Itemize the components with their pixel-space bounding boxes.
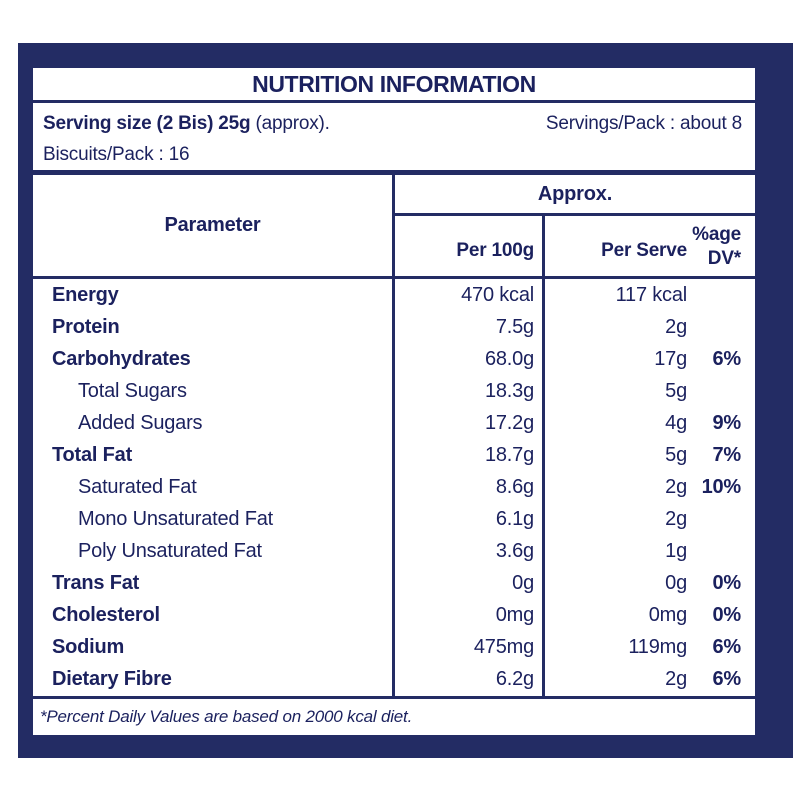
table-header: Parameter Approx. Per 100g Per Serve %ag… <box>33 175 755 279</box>
table-row: Carbohydrates 68.0g 17g 6% <box>33 343 755 376</box>
row-label: Trans Fat <box>33 567 395 600</box>
row-per-serve-value: 0mg <box>648 604 688 627</box>
row-pct-dv-value: 0% <box>712 572 741 595</box>
row-per-100g-value: 18.3g <box>395 375 545 408</box>
row-per-100g-value: 68.0g <box>395 343 545 376</box>
table-row: Mono Unsaturated Fat 6.1g 2g <box>33 503 755 536</box>
table-row: Saturated Fat 8.6g 2g 10% <box>33 471 755 504</box>
table-row: Protein 7.5g 2g <box>33 311 755 344</box>
row-pct-dv-value: 6% <box>712 636 741 659</box>
row-pct-dv-value: 0% <box>712 604 741 627</box>
row-per-serve-value: 2g <box>665 476 687 498</box>
serving-size-approx: (approx). <box>250 113 330 134</box>
row-per-serve-value: 17g <box>654 347 687 370</box>
table-row: Total Fat 18.7g 5g 7% <box>33 439 755 472</box>
row-per-100g-value: 6.2g <box>395 663 545 697</box>
pct-dv-line-1: %age <box>692 224 741 245</box>
serving-info: Serving size (2 Bis) 25g (approx). Servi… <box>33 103 755 175</box>
biscuits-per-pack: Biscuits/Pack : 16 <box>43 144 190 165</box>
row-per-100g-value: 0g <box>395 567 545 600</box>
table-row: Energy 470 kcal 117 kcal <box>33 279 755 312</box>
column-header-per-100g: Per 100g <box>395 216 545 276</box>
column-header-parameter: Parameter <box>33 175 395 276</box>
table-subheader: Per 100g Per Serve %age DV* <box>395 216 755 276</box>
panel-title-text: NUTRITION INFORMATION <box>252 70 536 97</box>
panel-title: NUTRITION INFORMATION <box>33 68 755 103</box>
row-pct-dv-value: 10% <box>701 476 742 498</box>
row-label: Energy <box>33 279 395 312</box>
row-per-100g-value: 17.2g <box>395 407 545 440</box>
row-label: Added Sugars <box>33 407 395 440</box>
row-label: Saturated Fat <box>33 471 395 504</box>
table-row: Cholesterol 0mg 0mg 0% <box>33 599 755 632</box>
footnote-text: *Percent Daily Values are based on 2000 … <box>40 707 413 726</box>
row-per-serve-value: 5g <box>665 379 687 402</box>
row-pct-dv-value: 7% <box>712 443 741 466</box>
column-header-per-serve: Per Serve <box>601 240 687 261</box>
table-header-right: Approx. Per 100g Per Serve %age DV* <box>395 175 755 276</box>
row-per-100g-value: 475mg <box>395 631 545 664</box>
column-header-approx: Approx. <box>395 175 755 216</box>
row-label: Protein <box>33 311 395 344</box>
serving-line-2: Biscuits/Pack : 16 <box>43 139 742 170</box>
row-per-serve-value: 0g <box>665 572 687 595</box>
row-per-serve-value: 117 kcal <box>615 283 688 306</box>
table-row: Total Sugars 18.3g 5g <box>33 375 755 408</box>
table-row: Sodium 475mg 119mg 6% <box>33 631 755 664</box>
row-per-serve-value: 2g <box>665 315 687 338</box>
table-row: Trans Fat 0g 0g 0% <box>33 567 755 600</box>
servings-per-pack: Servings/Pack : about 8 <box>545 113 742 134</box>
row-per-serve-value: 1g <box>665 540 687 563</box>
row-label: Total Fat <box>33 439 395 472</box>
row-pct-dv-value: 9% <box>712 411 741 434</box>
row-per-serve-value: 2g <box>665 508 687 531</box>
row-per-100g-value: 470 kcal <box>395 279 545 312</box>
row-per-100g-value: 6.1g <box>395 503 545 536</box>
row-label: Sodium <box>33 631 395 664</box>
nutrition-label-card: NUTRITION INFORMATION Serving size (2 Bi… <box>18 43 793 758</box>
row-per-100g-value: 18.7g <box>395 439 545 472</box>
row-label: Total Sugars <box>33 375 395 408</box>
column-header-pct-dv: %age DV* <box>687 216 755 276</box>
footnote: *Percent Daily Values are based on 2000 … <box>33 696 755 735</box>
row-per-100g-value: 0mg <box>395 599 545 632</box>
row-per-serve-value: 4g <box>665 411 687 434</box>
table-row: Dietary Fibre 6.2g 2g 6% <box>33 663 755 697</box>
serving-size: Serving size (2 Bis) 25g (approx). <box>43 108 330 139</box>
row-per-100g-value: 8.6g <box>395 471 545 504</box>
row-label: Cholesterol <box>33 599 395 632</box>
serving-line-1: Serving size (2 Bis) 25g (approx). Servi… <box>43 108 742 139</box>
table-row: Added Sugars 17.2g 4g 9% <box>33 407 755 440</box>
row-per-serve-value: 2g <box>665 668 687 691</box>
row-per-100g-value: 3.6g <box>395 535 545 568</box>
table-row: Poly Unsaturated Fat 3.6g 1g <box>33 535 755 568</box>
nutrition-panel: NUTRITION INFORMATION Serving size (2 Bi… <box>33 68 755 735</box>
row-label: Carbohydrates <box>33 343 395 376</box>
serving-size-value: Serving size (2 Bis) 25g <box>43 113 251 134</box>
pct-dv-line-2: DV* <box>707 248 741 269</box>
table-body: Energy 470 kcal 117 kcal Protein 7.5g 2g… <box>33 279 755 697</box>
row-per-100g-value: 7.5g <box>395 311 545 344</box>
row-per-serve-value: 5g <box>665 443 687 466</box>
row-per-serve-value: 119mg <box>628 636 687 659</box>
row-label: Dietary Fibre <box>33 663 395 697</box>
row-pct-dv-value: 6% <box>712 347 741 370</box>
row-label: Poly Unsaturated Fat <box>33 535 395 568</box>
row-label: Mono Unsaturated Fat <box>33 503 395 536</box>
row-pct-dv-value: 6% <box>712 668 741 691</box>
